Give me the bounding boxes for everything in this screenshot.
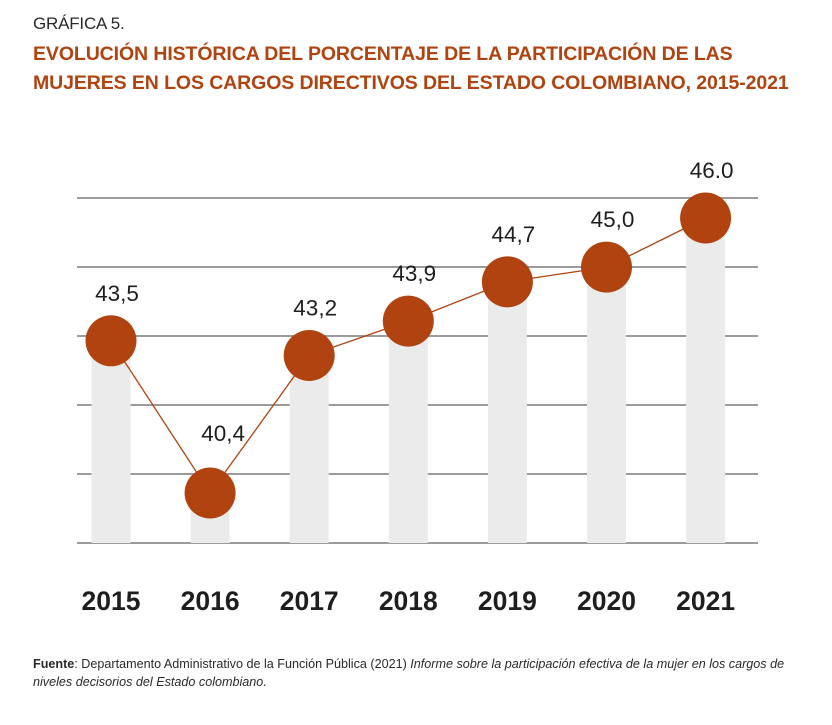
background-bar <box>587 267 626 543</box>
source-note: Fuente: Departamento Administrativo de l… <box>33 655 803 691</box>
background-bar <box>686 218 726 543</box>
background-bar <box>289 355 329 543</box>
x-tick-label: 2020 <box>577 586 636 616</box>
background-bar <box>487 281 527 543</box>
data-label: 45,0 <box>591 207 635 232</box>
background-bar <box>91 340 131 543</box>
source-separator: : <box>74 657 82 671</box>
chart-title: EVOLUCIÓN HISTÓRICA DEL PORCENTAJE DE LA… <box>33 43 789 94</box>
data-point-marker <box>581 241 632 293</box>
data-labels: 43,5 40,4 43,2 43,9 44,7 45,0 46.0 <box>95 158 733 446</box>
data-label: 43,5 <box>95 281 139 306</box>
x-tick-label: 2016 <box>181 586 240 616</box>
data-label: 40,4 <box>201 421 245 446</box>
background-bar <box>388 321 428 543</box>
series-markers <box>85 192 732 519</box>
x-tick-label: 2021 <box>676 586 735 616</box>
data-point-marker <box>481 256 533 308</box>
x-tick-label: 2018 <box>379 586 438 616</box>
data-point-marker <box>680 192 732 244</box>
data-label: 44,7 <box>492 222 536 247</box>
figure-label: GRÁFICA 5. <box>33 14 125 33</box>
x-tick-label: 2015 <box>82 586 141 616</box>
data-point-marker <box>184 467 236 519</box>
data-label: 46.0 <box>690 158 734 183</box>
chart: 43,540,443,243,944,745,046.0 2015 2016 201… <box>77 158 758 616</box>
data-point-marker <box>283 330 335 381</box>
data-label: 43,2 <box>293 296 337 321</box>
data-label: 43,9 <box>392 261 436 286</box>
source-publication: Informe sobre la participación efectiva … <box>33 657 785 689</box>
source-label: Fuente <box>33 657 75 671</box>
x-tick-label: 2017 <box>280 586 339 616</box>
x-tick-label: 2019 <box>478 586 537 616</box>
x-axis-labels: 2015 2016 2017 2018 2019 2020 2021 <box>82 586 736 616</box>
data-point-marker <box>85 315 137 367</box>
data-point-marker <box>382 295 434 347</box>
source-text: Departamento Administrativo de la Funció… <box>81 657 411 671</box>
